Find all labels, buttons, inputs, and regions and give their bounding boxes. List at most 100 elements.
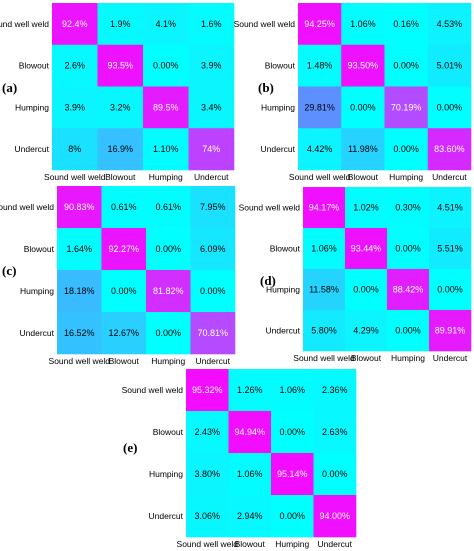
cell-value-label: 88.42%: [393, 285, 424, 295]
cell-value-label: 0.00%: [437, 285, 463, 295]
heatmap-cell: [429, 310, 472, 352]
cell-value-label: 16.9%: [107, 144, 133, 154]
heatmap-cell: [143, 86, 189, 129]
heatmap-cell: [298, 44, 342, 87]
row-tick-label: Sound well weld: [0, 19, 49, 29]
cell-value-label: 95.14%: [277, 469, 308, 479]
cell-value-label: 3.2%: [110, 102, 131, 112]
row-tick-label: Undercut: [266, 326, 301, 336]
row-tick-label: Undercut: [149, 511, 184, 521]
heatmap-cell: [271, 453, 314, 496]
heatmap-cell: [188, 44, 235, 87]
heatmap-panel-a: 92.4% 1.9% 4.1% 1.6% 2.6% 93.5% 0.00% 3.9% 3.9% 3…: [0, 3, 235, 182]
heatmap-cell: [387, 269, 430, 311]
heatmap-cell: [101, 312, 147, 355]
heatmap-cell: [186, 495, 229, 538]
column-tick-label: Blowout: [105, 172, 136, 182]
heatmap-cell: [190, 228, 236, 271]
heatmap-cell: [271, 411, 314, 454]
cell-value-label: 3.80%: [194, 469, 220, 479]
row-tick-label: Undercut: [261, 144, 296, 154]
cell-value-label: 29.81%: [304, 102, 335, 112]
heatmap-cell: [190, 270, 236, 313]
column-tick-label: Sound well weld: [49, 356, 111, 366]
heatmap-cell: [387, 228, 430, 270]
cell-value-label: 5.01%: [437, 61, 463, 71]
cell-value-label: 16.52%: [64, 328, 95, 338]
cell-value-label: 3.9%: [64, 102, 85, 112]
cell-value-label: 7.95%: [200, 202, 226, 212]
heatmap-cell: [429, 228, 472, 270]
heatmap-cell: [143, 128, 189, 171]
cell-value-label: 3.06%: [194, 511, 220, 521]
heatmap-cell: [57, 270, 102, 313]
cell-value-label: 1.26%: [237, 385, 263, 395]
cell-value-label: 12.67%: [108, 328, 139, 338]
heatmap-panel-c: 90.83% 0.61% 0.61% 7.95% 1.64% 92.27% 0.00% 6.0…: [0, 186, 236, 366]
cell-value-label: 70.19%: [391, 102, 422, 112]
heatmap-cell: [190, 186, 236, 229]
cell-value-label: 94.00%: [319, 511, 350, 521]
heatmap-cell: [101, 186, 147, 229]
cell-value-label: 4.51%: [437, 203, 463, 213]
heatmap-cell: [429, 269, 472, 311]
cell-value-label: 93.44%: [351, 244, 382, 254]
column-tick-label: Humping: [275, 539, 309, 549]
heatmap-cell: [341, 128, 385, 171]
heatmap-cell: [341, 44, 385, 87]
heatmap-cell: [228, 453, 272, 496]
heatmap-cell: [186, 453, 229, 496]
cell-value-label: 11.58%: [309, 285, 339, 295]
column-tick-label: Blowout: [109, 356, 140, 366]
cell-value-label: 0.00%: [279, 427, 305, 437]
heatmap-cell: [384, 128, 429, 171]
row-tick-label: Blowout: [19, 61, 50, 71]
heatmap-cell: [384, 86, 429, 129]
row-tick-label: Blowout: [24, 244, 55, 254]
row-tick-label: Sound well weld: [239, 203, 301, 213]
row-tick-label: Humping: [15, 102, 49, 112]
cell-value-label: 74%: [202, 144, 220, 154]
heatmap-cell: [188, 128, 235, 171]
column-tick-label: Sound well weld: [289, 172, 351, 182]
cell-value-label: 92.4%: [62, 19, 88, 29]
heatmap-cell: [57, 186, 102, 229]
column-tick-label: Sound well weld: [44, 172, 106, 182]
cell-value-label: 0.00%: [395, 244, 421, 254]
heatmap-cell: [228, 495, 272, 538]
cell-value-label: 94.94%: [234, 427, 265, 437]
cell-value-label: 4.53%: [437, 19, 463, 29]
column-tick-label: Sound well weld: [177, 539, 239, 549]
cell-value-label: 70.81%: [197, 328, 228, 338]
row-tick-label: Undercut: [15, 144, 50, 154]
cell-value-label: 0.00%: [200, 286, 226, 296]
cell-value-label: 0.00%: [395, 326, 421, 336]
heatmap-cell: [313, 411, 357, 454]
row-tick-label: Undercut: [20, 328, 55, 338]
cell-value-label: 3.4%: [201, 102, 222, 112]
cell-value-label: 92.27%: [108, 244, 139, 254]
cell-value-label: 1.48%: [307, 61, 333, 71]
cell-value-label: 1.10%: [153, 144, 179, 154]
column-tick-label: Undercut: [194, 172, 229, 182]
heatmap-cell: [427, 3, 472, 46]
heatmap-cell: [341, 3, 385, 46]
heatmap-cell: [143, 3, 189, 46]
cell-value-label: 1.06%: [311, 244, 337, 254]
cell-value-label: 89.5%: [153, 102, 179, 112]
heatmap-cell: [146, 228, 191, 271]
cell-value-label: 0.00%: [322, 469, 348, 479]
heatmap-cell: [228, 411, 272, 454]
heatmap-cell: [303, 187, 346, 229]
cell-value-label: 90.83%: [64, 202, 95, 212]
heatmap-panel-e: 95.32% 1.26% 1.06% 2.36% 2.43% 94.94% 0.00% 2.6…: [122, 369, 357, 549]
cell-value-label: 11.98%: [348, 144, 378, 154]
row-tick-label: Sound well weld: [122, 385, 184, 395]
cell-value-label: 8%: [68, 144, 81, 154]
heatmap-cell: [341, 86, 385, 129]
cell-value-label: 0.00%: [437, 102, 463, 112]
cell-value-label: 1.9%: [110, 19, 131, 29]
cell-value-label: 0.00%: [279, 511, 305, 521]
row-tick-label: Blowout: [270, 244, 301, 254]
